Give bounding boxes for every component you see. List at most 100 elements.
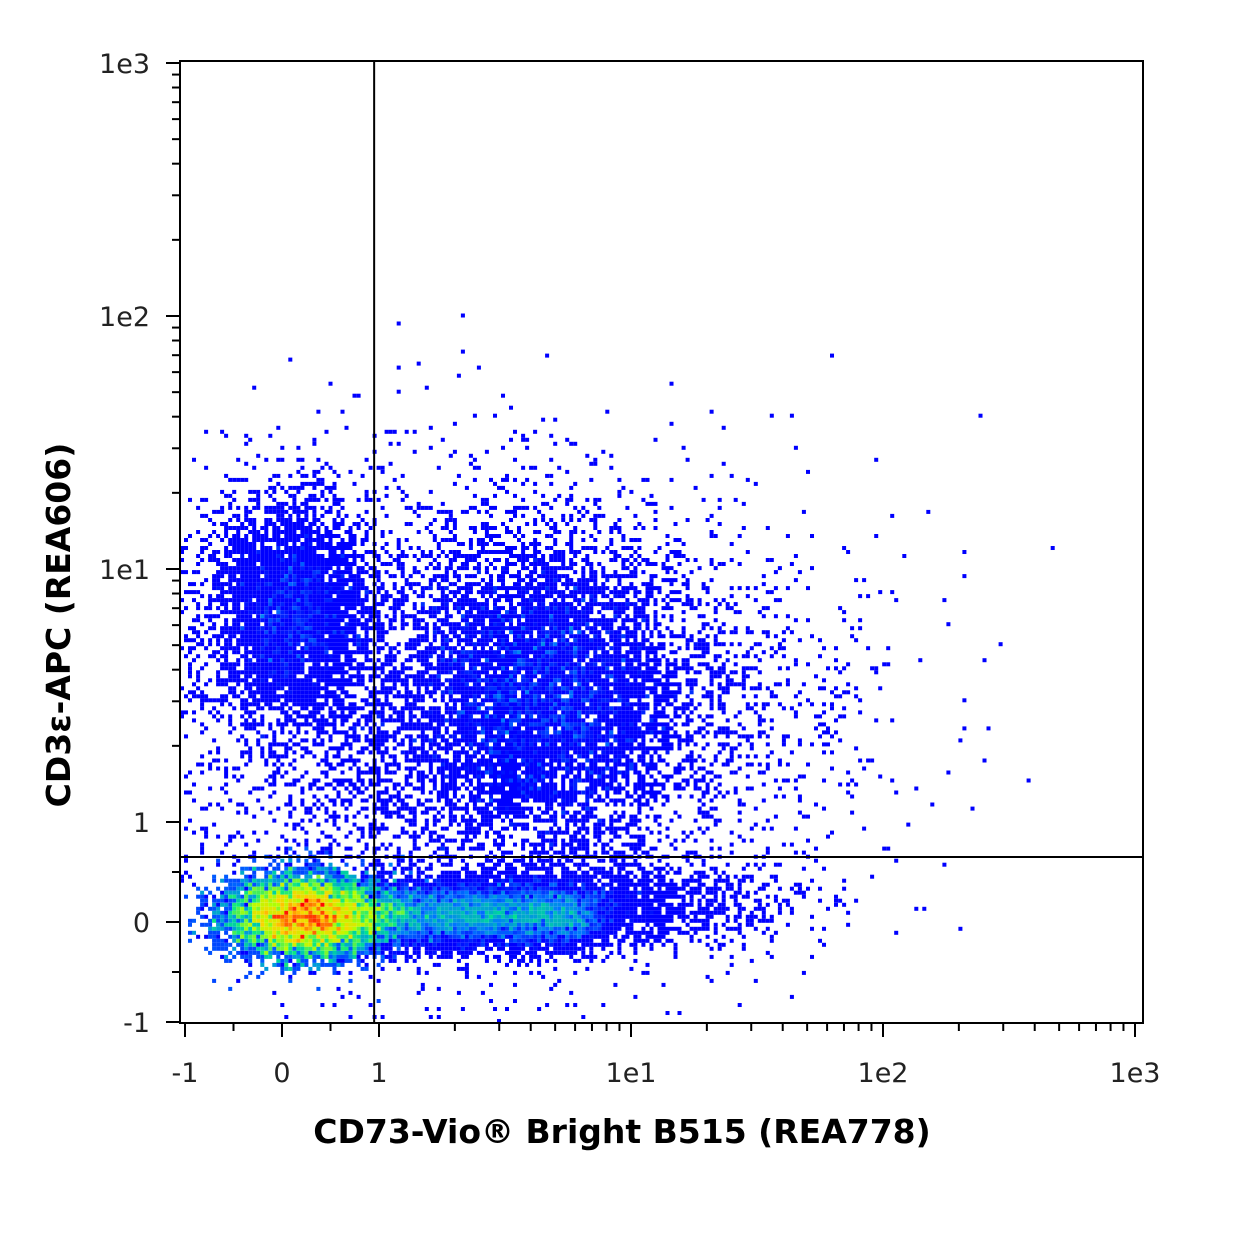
event-dot <box>388 702 393 707</box>
event-dot <box>653 662 658 667</box>
event-dot <box>320 465 325 470</box>
event-dot <box>505 634 510 639</box>
event-dot <box>489 586 494 591</box>
event-dot <box>460 670 465 675</box>
event-dot <box>384 662 389 667</box>
event-dot <box>545 566 550 571</box>
event-dot <box>513 493 518 498</box>
event-dot <box>653 526 658 531</box>
event-dot <box>464 674 469 679</box>
event-dot <box>573 594 578 599</box>
event-dot <box>348 566 353 571</box>
event-dot <box>886 646 891 651</box>
event-dot <box>705 642 710 647</box>
event-dot <box>244 634 249 639</box>
event-dot <box>725 690 730 695</box>
event-dot <box>549 630 554 635</box>
event-dot <box>284 586 289 591</box>
event-dot <box>260 706 265 711</box>
event-dot <box>320 650 325 655</box>
event-dot <box>633 570 638 575</box>
event-dot <box>240 722 245 727</box>
event-dot <box>452 518 457 523</box>
event-dot <box>637 590 642 595</box>
event-dot <box>585 622 590 627</box>
event-dot <box>268 682 273 687</box>
event-dot <box>593 654 598 659</box>
event-dot <box>649 493 654 498</box>
event-dot <box>472 678 477 683</box>
event-dot <box>649 670 654 675</box>
event-dot <box>525 626 530 631</box>
event-dot <box>537 714 542 719</box>
event-dot <box>208 698 213 703</box>
event-dot <box>304 530 309 535</box>
event-dot <box>224 650 229 655</box>
event-dot <box>284 501 289 506</box>
event-dot <box>476 550 481 555</box>
event-dot <box>761 718 766 723</box>
event-dot <box>601 638 606 643</box>
event-dot <box>890 718 895 723</box>
event-dot <box>460 658 465 663</box>
event-dot <box>505 702 510 707</box>
event-dot <box>304 642 309 647</box>
event-dot <box>324 662 329 667</box>
event-dot <box>324 670 329 675</box>
event-dot <box>529 710 534 715</box>
event-dot <box>846 690 851 695</box>
event-dot <box>220 586 225 591</box>
event-dot <box>328 706 333 711</box>
event-dot <box>272 530 277 535</box>
event-dot <box>613 714 618 719</box>
event-dot <box>276 574 281 579</box>
event-dot <box>320 686 325 691</box>
event-dot <box>444 678 449 683</box>
event-dot <box>380 530 385 535</box>
event-dot <box>501 670 506 675</box>
event-dot <box>420 658 425 663</box>
event-dot <box>537 582 542 587</box>
event-dot <box>484 610 489 615</box>
event-dot <box>220 522 225 527</box>
event-dot <box>344 646 349 651</box>
event-dot <box>420 602 425 607</box>
event-dot <box>272 562 277 567</box>
event-dot <box>268 638 273 643</box>
event-dot <box>573 622 578 627</box>
event-dot <box>356 610 361 615</box>
event-dot <box>480 650 485 655</box>
event-dot <box>537 610 542 615</box>
event-dot <box>348 694 353 699</box>
event-dot <box>641 678 646 683</box>
event-dot <box>348 658 353 663</box>
event-dot <box>212 550 217 555</box>
event-dot <box>569 497 574 502</box>
event-dot <box>304 650 309 655</box>
event-dot <box>328 582 333 587</box>
event-dot <box>376 674 381 679</box>
event-dot <box>272 485 277 490</box>
event-dot <box>513 509 518 514</box>
event-dot <box>428 530 433 535</box>
event-dot <box>545 646 550 651</box>
event-dot <box>348 554 353 559</box>
event-dot <box>541 634 546 639</box>
event-dot <box>858 594 863 599</box>
event-dot <box>336 694 341 699</box>
event-dot <box>713 670 718 675</box>
event-dot <box>336 598 341 603</box>
event-dot <box>276 602 281 607</box>
event-dot <box>745 630 750 635</box>
event-dot <box>553 610 558 615</box>
event-dot <box>480 702 485 707</box>
event-dot <box>569 602 574 607</box>
event-dot <box>312 694 317 699</box>
event-dot <box>785 586 790 591</box>
event-dot <box>645 702 650 707</box>
event-dot <box>589 477 594 482</box>
event-dot <box>553 666 558 671</box>
event-dot <box>352 606 357 611</box>
event-dot <box>268 586 273 591</box>
event-dot <box>288 526 293 531</box>
